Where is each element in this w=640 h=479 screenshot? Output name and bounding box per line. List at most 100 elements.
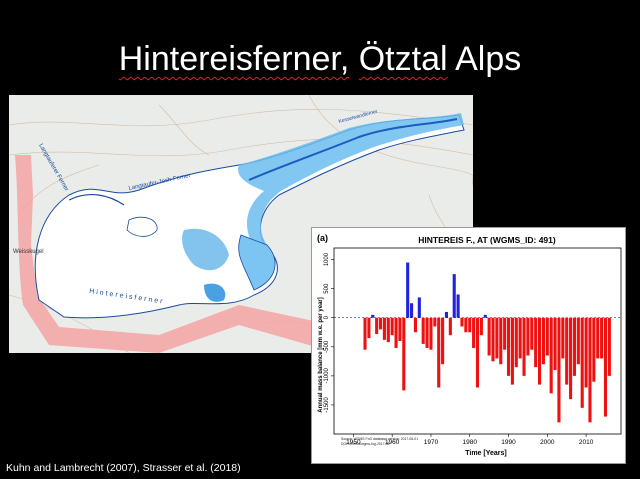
- tongue-patch: [204, 283, 226, 302]
- chart-bar-2015: [603, 317, 608, 417]
- chart-ytick-label: 500: [324, 283, 330, 294]
- mass-balance-chart: (a) HINTEREIS F., AT (WGMS_ID: 491) Annu…: [317, 233, 622, 457]
- chart-bar-1984: [483, 314, 487, 318]
- chart-title: HINTEREIS F., AT (WGMS_ID: 491): [418, 235, 556, 245]
- chart-bar-1962: [398, 317, 402, 341]
- glacier-lobe: [238, 234, 276, 291]
- chart-bar-1961: [394, 317, 398, 348]
- chart-bar-1955: [371, 314, 375, 318]
- chart-xtick-label: 1990: [501, 439, 516, 446]
- chart-panel-label: (a): [317, 233, 328, 243]
- chart-plot-frame: [333, 247, 622, 435]
- chart-bar-1968: [421, 317, 425, 344]
- chart-bar-1954: [367, 317, 371, 339]
- chart-xtick-label: 2000: [540, 439, 555, 446]
- chart-bar-1957: [378, 317, 383, 330]
- glacier-map-svg: Langtaufer-Joch-Ferner Hintereisferner L…: [9, 95, 473, 353]
- chart-bar-1978: [460, 317, 464, 327]
- chart-xtick-label: 1950: [346, 439, 361, 446]
- chart-bar-2016: [607, 317, 611, 376]
- chart-bar-1990: [506, 317, 511, 376]
- chart-axes: 1000 500 0 -500 -1000 -1500 1950 1960 1970 1980 19…: [324, 252, 621, 446]
- chart-doi-note: DOI:10.5904/wgms-fog-2017-06: [341, 442, 390, 446]
- title-word-valley: Ötztal: [358, 40, 448, 78]
- slide-title: Hintereisferner, Ötztal Alps: [0, 40, 640, 79]
- chart-bar-1979: [464, 317, 468, 333]
- chart-bar-1956: [375, 317, 379, 335]
- chart-bar-1980: [468, 317, 472, 333]
- chart-bar-1953: [363, 317, 367, 350]
- chart-bar-2012: [592, 317, 596, 382]
- chart-xlabel: Time [Years]: [465, 450, 507, 457]
- mass-balance-chart-panel: (a) HINTEREIS F., AT (WGMS_ID: 491) Annu…: [311, 227, 626, 464]
- chart-bar-2002: [553, 317, 557, 371]
- chart-bar-1994: [522, 317, 526, 376]
- chart-bar-1965: [410, 303, 414, 318]
- chart-ytick-label: -500: [324, 340, 330, 353]
- chart-ytick-label: -1000: [324, 368, 330, 384]
- chart-bar-1996: [530, 317, 534, 350]
- chart-bar-2009: [580, 317, 584, 408]
- chart-bar-2004: [561, 317, 565, 359]
- chart-xtick-label: 1980: [463, 439, 478, 446]
- chart-bar-1959: [386, 317, 390, 343]
- chart-bar-1958: [382, 317, 386, 340]
- chart-bar-2003: [557, 317, 561, 423]
- chart-bar-1966: [413, 317, 417, 333]
- chart-bar-1964: [406, 262, 410, 318]
- chart-ytick-label: -1500: [324, 397, 330, 413]
- chart-xtick-label: 1970: [424, 439, 439, 446]
- chart-bar-2001: [549, 317, 553, 394]
- chart-bar-1995: [526, 317, 530, 356]
- chart-bar-1993: [518, 317, 522, 359]
- chart-bar-1977: [456, 294, 460, 318]
- chart-bar-1974: [444, 311, 449, 318]
- chart-ytick-label: 1000: [324, 252, 330, 266]
- chart-bar-1987: [495, 317, 499, 359]
- citation-text: Kuhn and Lambrecht (2007), Strasser et a…: [6, 462, 241, 474]
- chart-bar-1988: [499, 317, 503, 365]
- chart-bar-1960: [390, 317, 394, 336]
- chart-bar-1969: [425, 317, 429, 348]
- chart-bar-1989: [503, 317, 507, 350]
- glacier-inner-line: [68, 193, 125, 206]
- chart-bar-1973: [441, 317, 445, 365]
- chart-bar-1998: [538, 317, 542, 385]
- chart-bar-1972: [437, 317, 441, 388]
- chart-bar-2007: [572, 317, 577, 376]
- chart-bar-2005: [565, 317, 569, 385]
- chart-xtick-label: 1960: [385, 439, 400, 446]
- label-weisskugel: Weisskugel: [13, 249, 44, 255]
- chart-bar-1981: [472, 317, 476, 348]
- chart-bar-1999: [541, 317, 545, 365]
- rock-island: [126, 216, 158, 237]
- chart-bar-1997: [534, 317, 538, 368]
- chart-bar-1967: [417, 297, 421, 318]
- chart-bar-1983: [479, 317, 483, 336]
- chart-bar-1982: [475, 317, 480, 388]
- chart-bar-2000: [545, 317, 549, 356]
- chart-bar-2013: [596, 317, 600, 359]
- glacier-map: Langtaufer-Joch-Ferner Hintereisferner L…: [9, 95, 473, 353]
- chart-bar-2006: [569, 317, 573, 400]
- chart-bar-2014: [600, 317, 604, 359]
- chart-bars: [363, 262, 611, 423]
- chart-bar-2011: [588, 317, 592, 423]
- nunatak-area: [182, 228, 229, 271]
- chart-bar-1970: [429, 317, 433, 350]
- title-word-glacier: Hintereisferner,: [118, 40, 350, 78]
- chart-xtick-label: 2010: [579, 439, 594, 446]
- chart-bar-1985: [487, 317, 491, 356]
- chart-bar-1963: [402, 317, 406, 391]
- chart-bar-1986: [491, 317, 495, 362]
- chart-bar-1971: [433, 317, 437, 327]
- chart-bar-1975: [448, 317, 452, 336]
- glacier-tongue-line: [248, 118, 458, 181]
- chart-bar-1976: [452, 274, 456, 318]
- chart-ytick-label: 0: [324, 315, 330, 319]
- chart-ylabel: Annual mass balance [mm w.e. per year]: [318, 297, 324, 413]
- chart-bar-2010: [584, 317, 588, 388]
- chart-bar-2008: [576, 317, 580, 365]
- chart-bar-1991: [510, 317, 514, 385]
- title-word-alps: Alps: [455, 40, 522, 78]
